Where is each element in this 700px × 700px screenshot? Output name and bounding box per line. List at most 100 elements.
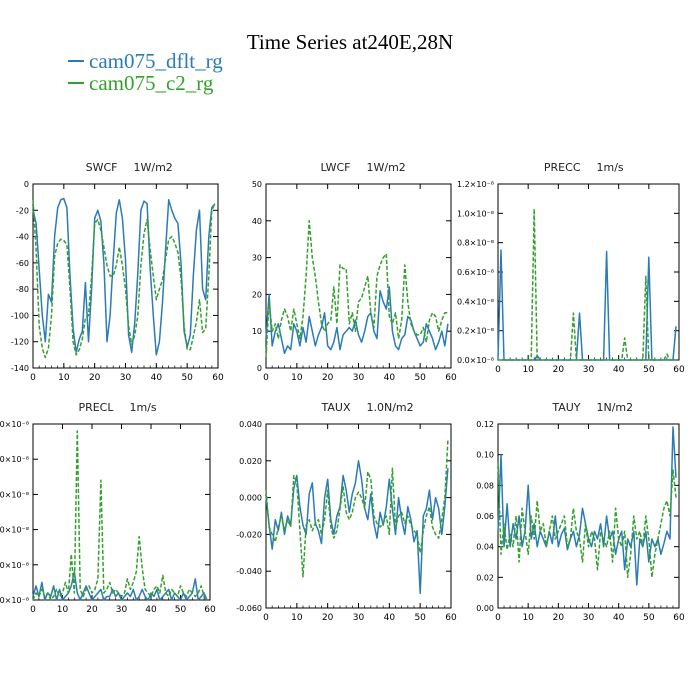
y-tick-label: 0.00 — [476, 604, 494, 613]
y-tick-label: 0 — [24, 180, 29, 189]
series-line-1 — [265, 286, 449, 355]
y-tick-label: 0.4×10⁻⁸ — [457, 297, 494, 306]
x-tick-label: 60 — [445, 613, 457, 623]
x-tick-label: 20 — [89, 373, 101, 383]
chart-units: 1m/s — [130, 401, 157, 414]
x-tick-label: 60 — [212, 373, 224, 383]
x-tick-label: 60 — [673, 613, 685, 623]
chart-lwcf: LWCF 1W/m2 0 10 20 30 40 50 60 0 10 20 30 40 50 — [252, 161, 457, 383]
x-tick-label: 20 — [553, 613, 565, 623]
x-tick-label: 10 — [522, 365, 534, 375]
y-tick-label: -0.020 — [236, 530, 262, 539]
x-tick-label: 0 — [263, 613, 269, 623]
legend-label-2: cam075_c2_rg — [89, 71, 214, 95]
x-tick-label: 60 — [445, 373, 457, 383]
chart-swcf: SWCF 1W/m2 0 10 20 30 40 50 60 -140 -120 -100 -80 -60… — [11, 161, 224, 383]
x-tick-label: 0 — [30, 373, 36, 383]
x-tick-label: 10 — [291, 613, 303, 623]
series-line-2 — [265, 220, 448, 358]
x-tick-label: 20 — [322, 373, 334, 383]
x-tick-label: 50 — [175, 605, 187, 615]
x-tick-label: 10 — [522, 613, 534, 623]
x-tick-label: 20 — [86, 605, 98, 615]
x-tick-label: 0 — [495, 365, 501, 375]
x-tick-label: 60 — [673, 365, 685, 375]
y-tick-label: 1.2×10⁻⁸ — [457, 180, 494, 189]
chart-precl: PRECL 1m/s 0 10 20 30 40 50 60 0.0×10⁻⁸ 1.0×10⁻⁸ 2.… — [0, 401, 216, 615]
x-tick-label: 40 — [145, 605, 157, 615]
legend-item: cam075_c2_rg — [68, 72, 223, 94]
y-tick-label: 0.06 — [476, 512, 494, 521]
x-tick-label: 40 — [613, 365, 625, 375]
y-tick-label: 1.0×10⁻⁸ — [0, 561, 29, 570]
plot-frame — [497, 423, 680, 609]
legend-label-1: cam075_dflt_rg — [89, 49, 223, 73]
x-tick-label: 50 — [414, 373, 426, 383]
x-tick-label: 0 — [495, 613, 501, 623]
x-tick-label: 30 — [583, 613, 595, 623]
y-tick-label: -40 — [16, 233, 29, 242]
series-line-2 — [265, 440, 449, 578]
x-tick-label: 30 — [116, 605, 128, 615]
x-tick-label: 20 — [322, 613, 334, 623]
x-tick-label: 10 — [58, 373, 70, 383]
y-tick-label: 40 — [252, 217, 262, 226]
x-tick-label: 0 — [30, 605, 36, 615]
y-tick-label: 0.0×10⁻⁸ — [457, 356, 494, 365]
y-tick-label: 0.6×10⁻⁸ — [457, 268, 494, 277]
y-tick-label: 0.02 — [476, 573, 494, 582]
series-line-1 — [265, 460, 449, 595]
y-tick-label: 20 — [252, 290, 262, 299]
x-tick-label: 30 — [353, 373, 365, 383]
y-tick-label: 0.2×10⁻⁸ — [457, 327, 494, 336]
chart-units: 1.0N/m2 — [367, 401, 414, 414]
chart-taux: TAUX 1.0N/m2 0 10 20 30 40 50 60 -0.060 -0.040 -0.0… — [236, 401, 457, 623]
x-tick-label: 40 — [384, 373, 396, 383]
chart-title: TAUY — [551, 401, 580, 414]
series-line-1 — [32, 197, 216, 356]
series-line-2 — [497, 462, 677, 579]
y-tick-label: 30 — [252, 254, 262, 263]
chart-title: TAUX — [321, 401, 351, 414]
chart-units: 1W/m2 — [367, 161, 406, 174]
legend-item: cam075_dflt_rg — [68, 50, 223, 72]
chart-units: 1N/m2 — [597, 401, 634, 414]
y-tick-label: 1.0×10⁻⁸ — [457, 209, 494, 218]
x-tick-label: 50 — [181, 373, 193, 383]
y-tick-label: -80 — [16, 285, 29, 294]
y-tick-label: 0.08 — [476, 481, 494, 490]
chart-title: PRECL — [78, 401, 114, 414]
series-line-2 — [32, 430, 208, 601]
chart-units: 1W/m2 — [134, 161, 173, 174]
x-tick-label: 10 — [57, 605, 69, 615]
y-tick-label: 0.8×10⁻⁸ — [457, 239, 494, 248]
chart-title: PRECC — [544, 161, 581, 174]
chart-units: 1m/s — [597, 161, 624, 174]
y-tick-label: 0.0×10⁻⁸ — [0, 596, 29, 605]
x-tick-label: 50 — [643, 613, 655, 623]
y-tick-label: 0.000 — [239, 494, 262, 503]
page-title: Time Series at240E,28N — [246, 30, 454, 54]
series-line-1 — [497, 249, 677, 361]
y-tick-label: 0.04 — [476, 543, 494, 552]
x-tick-label: 30 — [120, 373, 132, 383]
legend-swatch-1 — [68, 60, 84, 62]
y-tick-label: 0.10 — [476, 451, 494, 460]
y-tick-label: -140 — [11, 364, 29, 373]
series-line-2 — [32, 199, 216, 359]
legend-swatch-2 — [68, 82, 84, 84]
chart-title: SWCF — [86, 161, 118, 174]
y-tick-label: 0.040 — [239, 420, 262, 429]
legend: cam075_dflt_rg cam075_c2_rg — [68, 50, 223, 94]
x-tick-label: 0 — [263, 373, 269, 383]
x-tick-label: 40 — [151, 373, 163, 383]
y-tick-label: 2.0×10⁻⁸ — [0, 526, 29, 535]
y-tick-label: -0.060 — [236, 604, 262, 613]
y-tick-label: 3.0×10⁻⁸ — [0, 490, 29, 499]
y-tick-label: 0 — [257, 364, 262, 373]
x-tick-label: 40 — [384, 613, 396, 623]
series-line-1 — [497, 426, 677, 586]
y-tick-label: -120 — [11, 338, 29, 347]
y-tick-label: 5.0×10⁻⁸ — [0, 420, 29, 429]
